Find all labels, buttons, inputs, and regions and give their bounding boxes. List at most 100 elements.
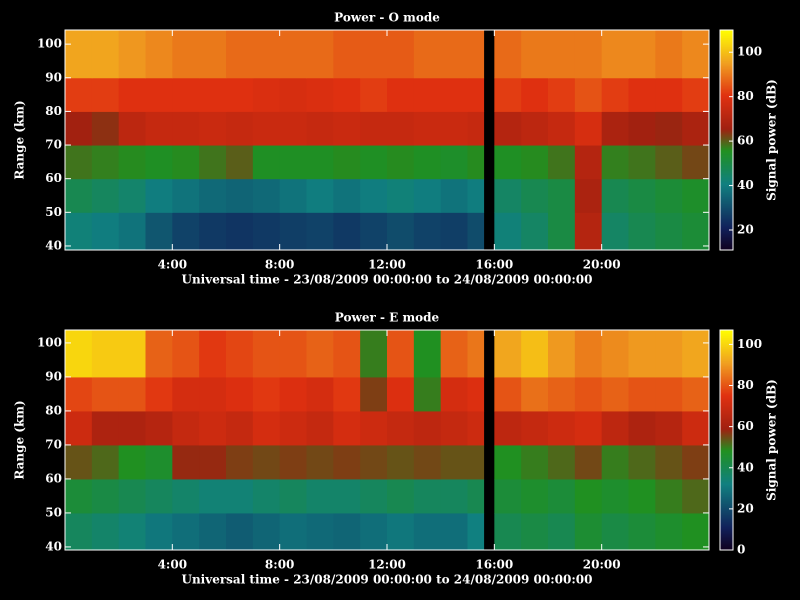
heatmap-cell <box>145 512 173 551</box>
heatmap-cell <box>91 145 120 180</box>
colorbar-strip <box>720 95 733 97</box>
heatmap-cell <box>65 512 93 551</box>
heatmap-cell <box>494 212 522 251</box>
heatmap-cell <box>172 77 200 112</box>
colorbar-strip <box>720 139 733 141</box>
heatmap-cell <box>413 178 442 213</box>
heatmap-cell <box>440 77 468 112</box>
heatmap-cell <box>199 410 227 446</box>
colorbar-strip <box>720 473 733 475</box>
colorbar-strip <box>720 187 733 189</box>
colorbar-strip <box>720 499 733 501</box>
heatmap-cell <box>333 178 361 213</box>
heatmap-cell <box>628 478 656 514</box>
colorbar-strip <box>720 542 733 544</box>
heatmap-cell <box>91 30 120 79</box>
colorbar-strip <box>720 161 733 163</box>
colorbar-strip <box>720 43 733 45</box>
colorbar-strip <box>720 425 733 427</box>
heatmap-cell <box>172 178 200 213</box>
colorbar-strip <box>720 455 733 457</box>
colorbar-strip <box>720 332 733 334</box>
heatmap-cell <box>601 512 629 551</box>
panel-title: Power - O mode <box>334 11 440 25</box>
heatmap-cell <box>494 444 522 480</box>
colorbar-strip <box>720 70 733 72</box>
colorbar-strip <box>720 141 733 143</box>
heatmap-cell <box>601 410 629 446</box>
colorbar-strip <box>720 91 733 93</box>
colorbar-strip <box>720 83 733 85</box>
heatmap-cell <box>574 111 603 146</box>
colorbar-strip <box>720 347 733 349</box>
heatmap-cell <box>440 410 468 446</box>
colorbar-strip <box>720 545 733 547</box>
colorbar-strip <box>720 527 733 529</box>
heatmap-cell <box>360 111 388 146</box>
heatmap-cell <box>440 330 468 378</box>
heatmap-cell <box>279 376 307 412</box>
colorbar-strip <box>720 99 733 101</box>
colorbar-strip <box>720 365 733 367</box>
heatmap-cell <box>145 444 173 480</box>
colorbar-strip <box>720 357 733 359</box>
colorbar-strip <box>720 175 733 177</box>
heatmap-cell <box>601 77 629 112</box>
colorbar-strip <box>720 530 733 532</box>
colorbar-strip <box>720 502 733 504</box>
colorbar-strip <box>720 485 733 487</box>
heatmap-cell <box>521 145 549 180</box>
colorbar-strip <box>720 383 733 385</box>
colorbar-strip <box>720 337 733 339</box>
colorbar-strip <box>720 442 733 444</box>
heatmap-cell <box>118 77 146 112</box>
colorbar-strip <box>720 524 733 526</box>
colorbar-strip <box>720 415 733 417</box>
heatmap-cell <box>145 410 173 446</box>
colorbar-strip <box>720 514 733 516</box>
colorbar-strip <box>720 122 733 124</box>
colorbar-strip <box>720 128 733 130</box>
heatmap-cell <box>226 145 254 180</box>
colorbar-strip <box>720 64 733 66</box>
colorbar-strip <box>720 203 733 205</box>
colorbar-strip <box>720 528 733 530</box>
y-tick-label: 50 <box>45 505 62 519</box>
colorbar-strip <box>720 518 733 520</box>
colorbar-strip <box>720 474 733 476</box>
heatmap-cell <box>65 212 93 251</box>
heatmap-cell <box>601 444 629 480</box>
colorbar-strip <box>720 461 733 463</box>
heatmap-cell <box>682 410 710 446</box>
colorbar-strip <box>720 114 733 116</box>
heatmap-cell <box>118 111 146 146</box>
heatmap-cell <box>548 376 576 412</box>
heatmap-cell <box>440 512 468 551</box>
colorbar-strip <box>720 200 733 202</box>
colorbar-strip <box>720 479 733 481</box>
colorbar-strip <box>720 412 733 414</box>
colorbar-strip <box>720 438 733 440</box>
colorbar-strip <box>720 488 733 490</box>
heatmap-cell <box>387 145 415 180</box>
colorbar-tick-label: 40 <box>737 178 754 192</box>
colorbar-tick-label: 20 <box>737 501 754 515</box>
heatmap-cell <box>333 512 361 551</box>
colorbar-strip <box>720 89 733 91</box>
heatmap-cell <box>199 30 227 79</box>
heatmap-cell <box>387 77 415 112</box>
heatmap-cell <box>467 111 485 146</box>
heatmap-cell <box>360 145 388 180</box>
colorbar-strip <box>720 76 733 78</box>
colorbar-strip <box>720 166 733 168</box>
colorbar-strip <box>720 217 733 219</box>
colorbar-strip <box>720 45 733 47</box>
heatmap-cell <box>118 178 146 213</box>
colorbar-strip <box>720 476 733 478</box>
heatmap-cell <box>252 478 281 514</box>
colorbar-strip <box>720 44 733 46</box>
heatmap-cell <box>548 444 576 480</box>
colorbar-strip <box>720 192 733 194</box>
colorbar-strip <box>720 94 733 96</box>
colorbar-strip <box>720 222 733 224</box>
